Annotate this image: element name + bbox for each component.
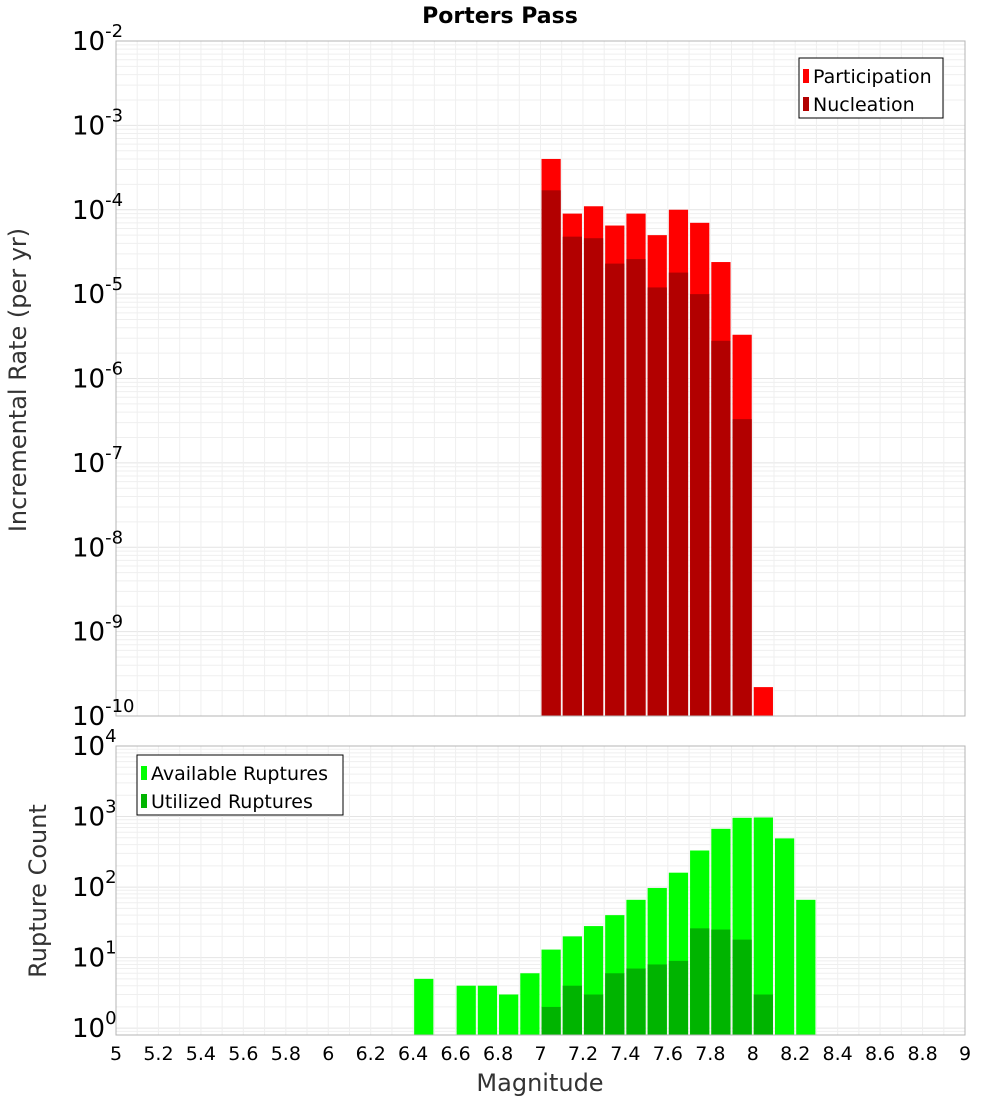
legend-label: Nucleation xyxy=(813,94,915,116)
y-tick-label: 10-3 xyxy=(72,105,123,141)
bar xyxy=(774,838,795,1035)
legend: Participation Nucleation xyxy=(798,57,944,119)
y-tick-label: 102 xyxy=(72,867,117,903)
bar xyxy=(605,263,625,716)
y-tick-labels: 10-10 10-9 10-8 10-7 10-6 10-5 10-4 10-3 10-2 xyxy=(72,21,135,732)
x-tick-label: 7.8 xyxy=(695,1043,725,1065)
legend-swatch xyxy=(803,69,809,83)
bar xyxy=(499,994,519,1035)
bar xyxy=(753,817,773,1035)
x-tick-label: 6.4 xyxy=(398,1043,428,1065)
x-tick-labels: 5 5.2 5.4 5.6 5.8 6 6.2 6.4 6.6 6.8 7 7.2 7.4 7.6 7.8 8… xyxy=(110,1043,971,1065)
incremental-rate-panel: 10-10 10-9 10-8 10-7 10-6 10-5 10-4 10-3 10-2 Par… xyxy=(72,21,966,732)
legend-box xyxy=(136,754,344,816)
y-tick-label: 104 xyxy=(72,726,117,762)
y-tick-label: 10-8 xyxy=(72,527,123,563)
top-y-axis-label: Incremental Rate (per yr) xyxy=(4,228,32,532)
bar xyxy=(520,973,540,1035)
legend-swatch xyxy=(803,97,809,111)
bar xyxy=(562,985,582,1035)
bottom-y-axis-label: Rupture Count xyxy=(24,804,52,978)
bar xyxy=(414,978,434,1035)
grid xyxy=(115,745,966,1036)
y-tick-labels: 100 101 102 103 104 xyxy=(72,726,117,1044)
x-tick-label: 8.2 xyxy=(780,1043,810,1065)
y-tick-label: 10-5 xyxy=(72,274,123,310)
bar xyxy=(753,994,773,1035)
x-tick-label: 6.8 xyxy=(483,1043,513,1065)
x-tick-label: 7.4 xyxy=(610,1043,640,1065)
y-tick-label: 10-4 xyxy=(72,190,123,226)
x-tick-label: 5.4 xyxy=(186,1043,216,1065)
plot-frame xyxy=(115,745,966,1036)
bar xyxy=(562,236,582,716)
legend-label: Participation xyxy=(813,66,932,88)
x-tick-label: 6.2 xyxy=(356,1043,386,1065)
legend-swatch xyxy=(141,766,147,780)
bar xyxy=(626,968,646,1035)
y-tick-label: 10-10 xyxy=(72,696,135,732)
series-nucleation xyxy=(541,190,752,716)
bar xyxy=(647,287,667,716)
x-tick-label: 7.2 xyxy=(568,1043,598,1065)
bar xyxy=(626,259,646,716)
bar xyxy=(583,994,604,1035)
bar xyxy=(732,419,752,716)
x-tick-label: 8.4 xyxy=(823,1043,853,1065)
bar xyxy=(668,960,689,1035)
bar xyxy=(541,190,561,716)
bar xyxy=(711,340,731,716)
y-tick-label: 101 xyxy=(72,938,117,974)
x-tick-label: 8 xyxy=(747,1043,759,1065)
y-tick-label: 10-9 xyxy=(72,612,123,648)
legend-label: Utilized Ruptures xyxy=(151,791,313,813)
y-tick-label: 10-2 xyxy=(72,21,123,57)
legend-swatch xyxy=(141,794,147,808)
x-tick-label: 5.6 xyxy=(228,1043,258,1065)
bar xyxy=(541,1006,561,1035)
x-tick-label: 6.6 xyxy=(440,1043,470,1065)
bar xyxy=(753,687,773,716)
x-tick-label: 5 xyxy=(110,1043,122,1065)
grid xyxy=(115,40,966,717)
legend: Available Ruptures Utilized Ruptures xyxy=(136,754,344,816)
x-tick-label: 6 xyxy=(322,1043,334,1065)
bar xyxy=(605,973,625,1035)
x-tick-label: 9 xyxy=(959,1043,971,1065)
x-tick-label: 7 xyxy=(534,1043,546,1065)
x-tick-label: 8.6 xyxy=(865,1043,895,1065)
bar xyxy=(647,964,667,1035)
rupture-count-panel: 100 101 102 103 104 Available Ruptures Utilize… xyxy=(72,726,971,1065)
chart-title: Porters Pass xyxy=(422,4,578,29)
plot-frame xyxy=(115,40,966,717)
legend-box xyxy=(798,57,944,119)
x-axis-label: Magnitude xyxy=(476,1069,603,1097)
bar xyxy=(690,294,710,716)
bar xyxy=(732,939,752,1035)
bar xyxy=(583,238,604,716)
bar xyxy=(711,929,731,1035)
bar xyxy=(690,928,710,1035)
y-tick-label: 100 xyxy=(72,1008,117,1044)
bar xyxy=(477,985,498,1035)
x-tick-label: 7.6 xyxy=(653,1043,683,1065)
y-tick-label: 10-6 xyxy=(72,359,123,395)
bar xyxy=(668,272,689,716)
y-tick-label: 103 xyxy=(72,797,117,833)
y-tick-label: 10-7 xyxy=(72,443,123,479)
legend-label: Available Ruptures xyxy=(151,763,328,785)
x-tick-label: 5.2 xyxy=(143,1043,173,1065)
bar xyxy=(796,899,816,1035)
x-tick-label: 8.8 xyxy=(907,1043,937,1065)
x-tick-label: 5.8 xyxy=(271,1043,301,1065)
bar xyxy=(456,985,476,1035)
series-utilized-ruptures xyxy=(541,928,773,1035)
